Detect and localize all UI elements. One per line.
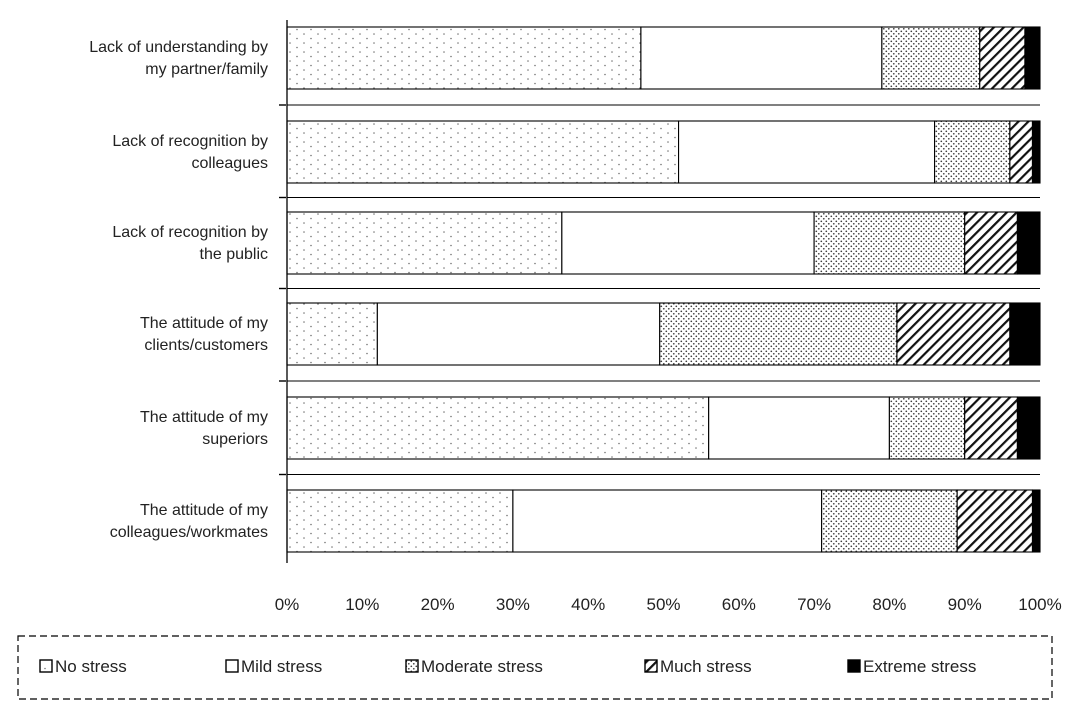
legend-swatch-no-stress	[39, 659, 53, 673]
bar-segment-extreme-stress-4	[1009, 302, 1041, 366]
bar-segment-moderate-stress-3	[813, 211, 966, 275]
legend-label-extreme-stress: Extreme stress	[863, 657, 976, 676]
bar-segment-no-stress-5	[286, 396, 710, 460]
bar-segment-much-stress-4	[896, 302, 1011, 366]
bar-segment-mild-stress-2	[678, 120, 936, 184]
bar-segment-no-stress-4	[286, 302, 378, 366]
x-tick-label-0: 0%	[275, 595, 300, 614]
bar-segment-moderate-stress-1	[881, 26, 981, 90]
bar-segment-mild-stress-4	[376, 302, 661, 366]
x-tick-label-1: 10%	[345, 595, 379, 614]
x-tick-label-7: 70%	[797, 595, 831, 614]
legend-label-moderate-stress: Moderate stress	[421, 657, 543, 676]
bar-segment-much-stress-2	[1009, 120, 1034, 184]
bar-segment-extreme-stress-2	[1031, 120, 1041, 184]
x-tick-label-4: 40%	[571, 595, 605, 614]
bar-segment-much-stress-6	[956, 489, 1034, 553]
bars	[286, 26, 1041, 553]
category-label-4: The attitude of my clients/customers	[140, 315, 268, 354]
bar-segment-mild-stress-5	[708, 396, 890, 460]
bar-segment-extreme-stress-5	[1016, 396, 1041, 460]
x-axis-ticks: 0% 10% 20% 30% 40% 50% 60% 70% 80% 90% 100%	[275, 595, 1062, 614]
legend-label-no-stress: No stress	[55, 657, 127, 676]
bar-segment-moderate-stress-6	[821, 489, 958, 553]
legend-swatch-much-stress	[644, 659, 658, 673]
bar-segment-moderate-stress-5	[888, 396, 966, 460]
bar-segment-extreme-stress-1	[1024, 26, 1041, 90]
bar-segment-mild-stress-1	[640, 26, 883, 90]
bar-segment-no-stress-1	[286, 26, 642, 90]
legend-swatch-mild-stress	[225, 659, 239, 673]
category-label-2: Lack of recognition by colleagues	[112, 133, 268, 172]
x-tick-label-9: 90%	[948, 595, 982, 614]
category-label-1: Lack of understanding by my partner/famil…	[89, 39, 268, 78]
bar-segment-no-stress-3	[286, 211, 563, 275]
legend-label-mild-stress: Mild stress	[241, 657, 322, 676]
x-tick-label-5: 50%	[646, 595, 680, 614]
legend: No stress Mild stress Moderate stress Much …	[39, 657, 976, 676]
x-tick-label-6: 60%	[722, 595, 756, 614]
legend-label-much-stress: Much stress	[660, 657, 752, 676]
category-label-3: Lack of recognition by the public	[112, 224, 268, 263]
x-tick-label-2: 20%	[421, 595, 455, 614]
bar-segment-no-stress-2	[286, 120, 680, 184]
legend-swatch-moderate-stress	[405, 659, 419, 673]
bar-segment-mild-stress-6	[512, 489, 823, 553]
x-tick-label-8: 80%	[872, 595, 906, 614]
legend-swatch-extreme-stress	[847, 659, 861, 673]
bar-segment-extreme-stress-3	[1016, 211, 1041, 275]
bar-segment-mild-stress-3	[561, 211, 815, 275]
bar-segment-much-stress-1	[979, 26, 1026, 90]
row-separators	[279, 104, 1040, 476]
legend-box	[17, 635, 1053, 700]
bar-segment-extreme-stress-6	[1031, 489, 1041, 553]
bar-segment-much-stress-3	[964, 211, 1018, 275]
bar-segment-moderate-stress-4	[659, 302, 898, 366]
bar-segment-no-stress-6	[286, 489, 514, 553]
bar-segment-moderate-stress-2	[934, 120, 1011, 184]
x-tick-label-10: 100%	[1018, 595, 1061, 614]
category-labels: Lack of understanding by my partner/famil…	[89, 39, 268, 541]
category-label-5: The attitude of my superiors	[140, 409, 268, 448]
category-label-6: The attitude of my colleagues/workmates	[110, 502, 268, 541]
bar-segment-much-stress-5	[964, 396, 1018, 460]
x-tick-label-3: 30%	[496, 595, 530, 614]
